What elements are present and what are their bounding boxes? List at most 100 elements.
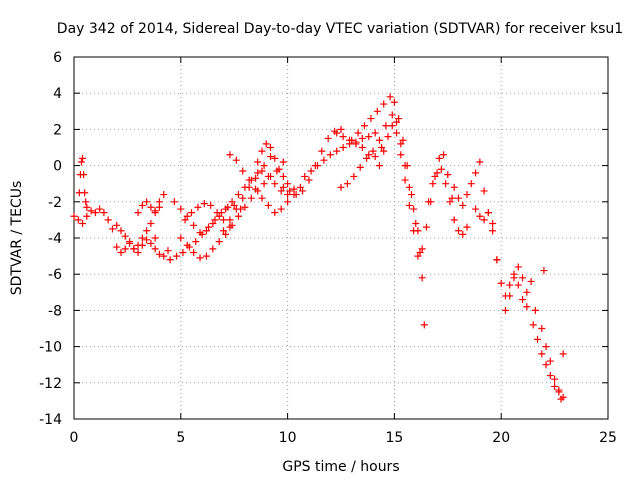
- data-point: [418, 274, 426, 282]
- data-point: [200, 200, 208, 208]
- data-point: [70, 212, 78, 220]
- data-point: [177, 205, 185, 213]
- data-point: [337, 125, 345, 133]
- data-point: [358, 144, 366, 151]
- series-track-y-night: [538, 325, 565, 403]
- data-point: [546, 372, 554, 380]
- data-point: [373, 107, 381, 115]
- data-point: [284, 198, 292, 206]
- y-tick-label: -4: [48, 231, 62, 247]
- data-point: [81, 189, 89, 197]
- series-track-r-evening: [418, 151, 456, 253]
- data-point: [472, 205, 480, 213]
- x-tick-label: 20: [492, 430, 510, 446]
- series-track-k-afternoon: [254, 140, 292, 188]
- data-point: [393, 129, 401, 137]
- data-point: [87, 207, 95, 215]
- data-point: [155, 198, 163, 206]
- data-point: [147, 220, 155, 228]
- data-point: [476, 158, 484, 166]
- series-isolated-night: [540, 267, 567, 358]
- data-point: [388, 122, 396, 130]
- data-point: [397, 151, 405, 159]
- data-point: [173, 252, 181, 260]
- data-point: [166, 256, 174, 264]
- y-tick-label: 0: [53, 159, 62, 175]
- data-point: [403, 162, 411, 170]
- data-point: [74, 216, 82, 224]
- data-point: [501, 306, 509, 314]
- data-point: [160, 252, 168, 260]
- data-point: [134, 241, 142, 249]
- series-spike-0.3h: [75, 154, 91, 211]
- data-point: [367, 115, 375, 123]
- y-tick-label: -2: [48, 195, 62, 211]
- data-point: [226, 223, 234, 231]
- data-point: [446, 198, 454, 206]
- data-point: [232, 156, 240, 164]
- series-track-w-night: [501, 263, 531, 314]
- data-point: [380, 100, 388, 108]
- data-point: [234, 191, 242, 199]
- series-track-a-morning: [70, 205, 159, 256]
- data-point: [459, 230, 467, 238]
- data-point: [420, 321, 428, 329]
- data-point: [450, 183, 458, 191]
- data-point: [258, 194, 266, 202]
- data-point: [514, 281, 522, 289]
- data-point: [209, 245, 217, 253]
- data-point: [326, 151, 334, 159]
- data-point: [405, 201, 413, 209]
- data-point: [431, 172, 439, 180]
- data-point: [241, 203, 249, 211]
- data-point: [299, 187, 307, 195]
- series-track-x-night: [529, 321, 567, 401]
- data-point: [232, 205, 240, 213]
- data-point: [410, 227, 418, 235]
- data-point: [551, 382, 559, 390]
- series-track-t-evening: [450, 158, 497, 228]
- data-point: [497, 279, 505, 287]
- data-point: [121, 232, 129, 240]
- data-point: [134, 209, 142, 217]
- data-point: [79, 154, 87, 162]
- data-point: [476, 212, 484, 220]
- data-point: [318, 147, 326, 155]
- data-point: [279, 183, 287, 191]
- data-point: [130, 245, 138, 253]
- data-point: [510, 270, 518, 278]
- data-point: [333, 129, 341, 137]
- series-track-u-evening: [472, 205, 501, 264]
- data-point: [546, 357, 554, 365]
- data-point: [489, 227, 497, 235]
- data-point: [506, 281, 514, 289]
- data-point: [384, 133, 392, 141]
- data-point: [365, 151, 373, 159]
- data-point: [187, 209, 195, 217]
- chart-title: Day 342 of 2014, Sidereal Day-to-day VTE…: [57, 21, 623, 37]
- data-point: [143, 236, 151, 244]
- data-point: [363, 154, 371, 162]
- series-track-n-afternoon: [333, 129, 386, 161]
- data-point: [405, 183, 413, 191]
- data-point: [164, 247, 172, 255]
- data-point: [514, 263, 522, 271]
- data-point: [209, 220, 217, 228]
- data-point: [296, 183, 304, 191]
- series-track-o-evening: [337, 111, 422, 235]
- data-point: [143, 227, 151, 235]
- data-point: [506, 292, 514, 300]
- data-point: [222, 230, 230, 238]
- data-point: [557, 395, 565, 403]
- data-point: [245, 176, 253, 184]
- data-point: [401, 176, 409, 184]
- tick-labels: 0 5 10 15 20 25 -14 -12 -10 -8 -6 -4 -2 0 2 4 6: [39, 50, 617, 446]
- data-point: [215, 212, 223, 220]
- data-point: [151, 234, 159, 242]
- data-point: [378, 144, 386, 151]
- data-point: [320, 156, 328, 164]
- y-tick-label: -10: [39, 340, 62, 356]
- series-track-d-morning: [151, 245, 172, 260]
- data-point: [290, 185, 298, 193]
